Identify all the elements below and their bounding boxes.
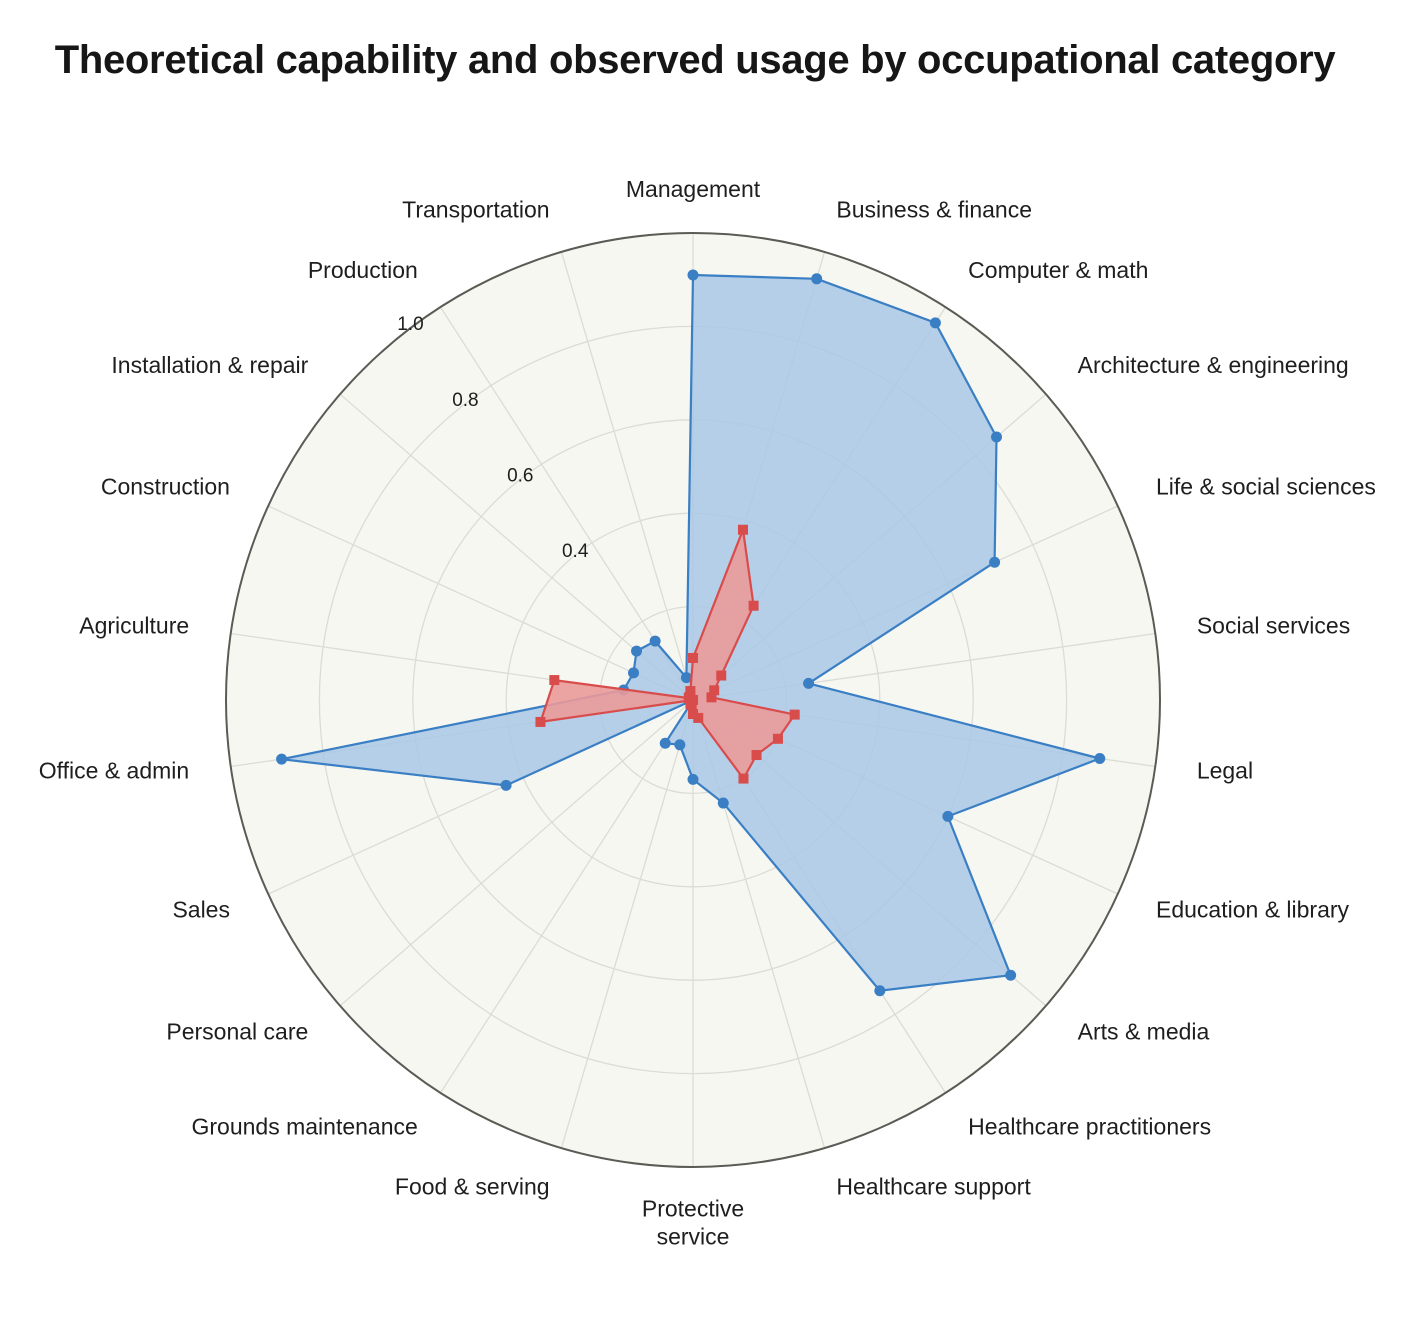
series-1-point: [687, 773, 699, 785]
category-label: Personal care: [166, 1018, 308, 1044]
series-2-point: [748, 600, 759, 611]
series-1-point: [989, 556, 1001, 568]
series-2-point: [709, 685, 720, 696]
category-label: Installation & repair: [111, 352, 308, 378]
radial-tick-labels: 0.4 0.6 0.8 1.0: [397, 314, 589, 562]
series-2-point: [685, 691, 696, 702]
category-label: Protective service: [642, 1196, 744, 1250]
series-2-point: [688, 709, 698, 720]
grid-spoke: [439, 306, 694, 701]
category-label: Management: [626, 176, 761, 202]
series-1-point: [1094, 752, 1106, 764]
series-1-point: [631, 645, 643, 657]
category-label: Architecture & engineering: [1078, 352, 1349, 378]
category-label: Healthcare practitioners: [968, 1113, 1211, 1139]
category-label: Social services: [1197, 613, 1350, 639]
series-2-point: [751, 750, 762, 761]
series-1-point: [500, 779, 512, 791]
series-2-point: [535, 716, 546, 727]
grid-spoke: [339, 699, 694, 1007]
chart-title: Theoretical capability and observed usag…: [54, 38, 1336, 82]
series-1-point: [811, 273, 823, 285]
series-1-point: [942, 810, 954, 822]
category-label: Healthcare support: [836, 1173, 1031, 1199]
series-2-point: [549, 675, 560, 686]
series-1-point: [717, 797, 729, 809]
series-2-point: [706, 692, 717, 703]
grid-spoke: [267, 505, 694, 701]
series-2-point: [738, 773, 749, 784]
radial-tick-label: 1.0: [397, 314, 423, 335]
radial-tick-label: 0.6: [507, 465, 533, 486]
category-label: Sales: [172, 897, 230, 923]
category-label: Life & social sciences: [1156, 474, 1376, 500]
series-1-point: [874, 985, 886, 997]
series-2-point: [716, 670, 727, 681]
plot-frame: [225, 232, 1161, 1168]
series-1-point: [649, 635, 661, 647]
category-label: Computer & math: [968, 257, 1148, 283]
category-label: Grounds maintenance: [192, 1113, 418, 1139]
category-label: Office & admin: [39, 758, 189, 784]
series-2-point: [688, 652, 698, 663]
series-2-point: [789, 709, 800, 720]
grid-spoke: [560, 251, 694, 701]
series-2-point: [685, 686, 696, 697]
series-1-point: [929, 317, 941, 329]
category-label: Production: [308, 257, 418, 283]
category-label: Education & library: [1156, 897, 1350, 923]
series-1-point: [1005, 969, 1017, 981]
series-layer: [276, 269, 1106, 997]
radial-tick-label: 0.8: [452, 390, 478, 411]
grid-spoke: [560, 699, 694, 1149]
category-label: Business & finance: [836, 197, 1032, 223]
category-label: Construction: [101, 474, 230, 500]
series-1-point: [680, 672, 692, 684]
series-2-point: [772, 733, 783, 744]
category-label: Arts & media: [1078, 1018, 1210, 1044]
category-label: Food & serving: [395, 1173, 550, 1199]
series-1-point: [674, 739, 686, 751]
category-label: Agriculture: [79, 613, 189, 639]
series-1-point: [659, 737, 671, 749]
series-2-point: [693, 712, 704, 723]
category-labels: Management Business & finance Computer & m…: [39, 176, 1376, 1249]
category-label: Transportation: [402, 197, 549, 223]
grid-spoke: [439, 699, 694, 1094]
series-1-point: [276, 753, 288, 765]
series-2-point: [737, 524, 748, 535]
series-1-point: [803, 677, 815, 689]
category-label: Legal: [1197, 758, 1253, 784]
series-1-point: [687, 269, 699, 281]
radial-tick-label: 0.4: [562, 541, 589, 562]
series-1-point: [628, 667, 640, 679]
series-1-point: [991, 431, 1003, 443]
